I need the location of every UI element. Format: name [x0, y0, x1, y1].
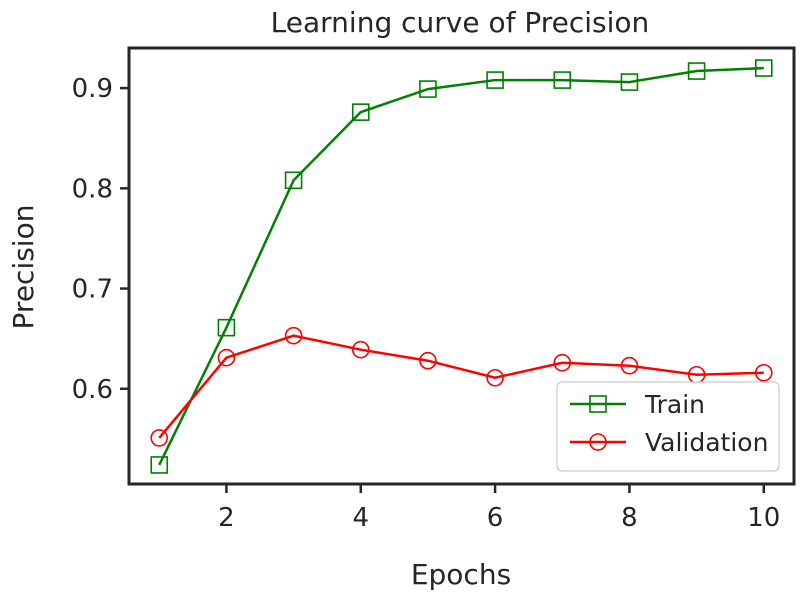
y-tick-label: 0.6	[72, 375, 113, 405]
chart-title: Learning curve of Precision	[271, 6, 650, 39]
x-axis: 2 4 6 8 10	[218, 484, 780, 533]
y-tick-label: 0.8	[72, 174, 113, 204]
legend-label-validation: Validation	[645, 428, 768, 457]
train-point	[217, 318, 236, 337]
train-series-line	[158, 66, 764, 466]
x-tick-label: 2	[218, 503, 235, 533]
validation-point	[351, 340, 370, 359]
train-point	[687, 62, 706, 80]
x-axis-label: Epochs	[411, 558, 511, 591]
y-tick-label: 0.7	[72, 275, 113, 305]
validation-point	[486, 368, 504, 387]
y-tick-label: 0.9	[72, 74, 113, 104]
validation-point	[217, 348, 236, 367]
train-point	[419, 80, 437, 98]
validation-point	[754, 363, 773, 382]
train-point	[486, 71, 504, 89]
x-tick-label: 4	[352, 503, 369, 533]
legend: Train Validation	[556, 381, 780, 472]
y-axis-label: Precision	[7, 205, 40, 330]
x-tick-label: 10	[747, 503, 780, 533]
validation-point	[419, 351, 437, 370]
y-axis: 0.6 0.7 0.8 0.9	[72, 74, 129, 405]
validation-point	[620, 356, 639, 375]
train-point	[754, 59, 773, 77]
plot-area	[150, 59, 773, 474]
train-point	[284, 171, 303, 190]
train-point	[620, 73, 639, 91]
train-point	[150, 456, 169, 474]
train-point	[351, 103, 370, 121]
plot-frame	[127, 46, 796, 486]
validation-point	[150, 429, 169, 447]
validation-series-line	[158, 334, 764, 439]
x-tick-label: 6	[487, 503, 504, 533]
legend-marker-validation	[589, 433, 607, 451]
x-tick-label: 8	[621, 503, 638, 533]
legend-marker-train	[589, 395, 607, 413]
legend-label-train: Train	[644, 390, 705, 419]
validation-point	[284, 326, 303, 345]
train-point	[553, 71, 572, 89]
validation-point	[553, 353, 572, 372]
